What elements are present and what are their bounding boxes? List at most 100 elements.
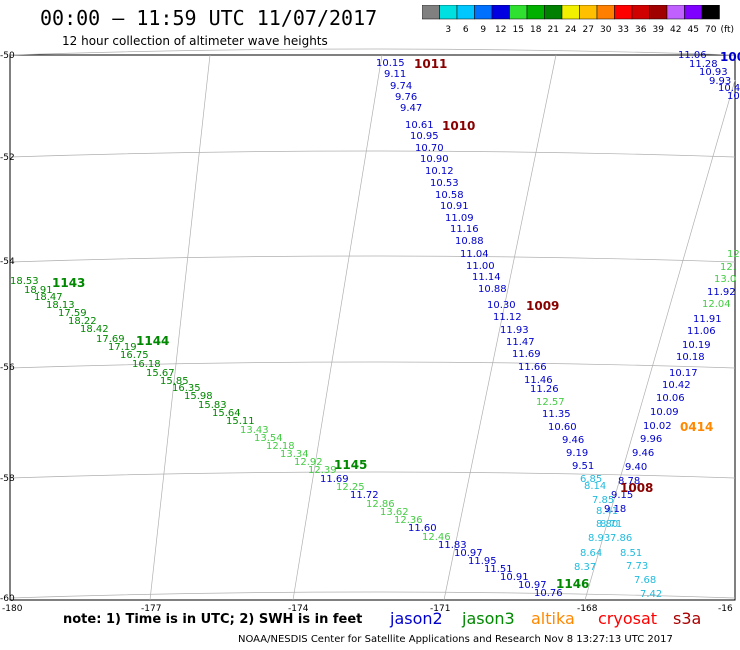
legend-label: 18 xyxy=(530,25,542,35)
wave-height-value: 15.64 xyxy=(212,408,241,419)
wave-height-value: 11.91 xyxy=(693,314,722,325)
wave-height-value: 10.18 xyxy=(676,352,705,363)
wave-height-value: 10.61 xyxy=(405,120,434,131)
wave-height-value: 18.47 xyxy=(34,292,63,303)
wave-height-value: 18.13 xyxy=(46,300,75,311)
wave-height-value: 11.69 xyxy=(512,349,541,360)
wave-height-value: 7.73 xyxy=(626,561,648,572)
wave-height-value: 15.67 xyxy=(146,368,175,379)
wave-height-value: 10.12 xyxy=(425,166,454,177)
legend-swatch xyxy=(701,5,720,20)
wave-height-value: 11.06 xyxy=(678,50,707,61)
wave-height-value: 18.91 xyxy=(24,285,53,296)
graticule-parallel xyxy=(9,48,736,56)
wave-height-value: 10.19 xyxy=(682,340,711,351)
wave-height-value: 15.83 xyxy=(198,400,227,411)
pass-time-label: 1146 xyxy=(556,577,589,591)
wave-height-value: 9.11 xyxy=(384,69,406,80)
wave-height-value: 12.04 xyxy=(702,299,731,310)
longitude-label: -16 xyxy=(718,604,733,614)
wave-height-value: 12.18 xyxy=(266,441,295,452)
wave-height-value: 8.64 xyxy=(580,548,602,559)
legend-label: 36 xyxy=(635,25,647,35)
wave-height-value: 9.19 xyxy=(566,448,588,459)
legend-label: 15 xyxy=(513,25,524,35)
wave-height-value: 11.09 xyxy=(445,213,474,224)
wave-height-value: 11.04 xyxy=(460,249,489,260)
satellite-label-jason2: jason2 xyxy=(390,609,443,628)
latitude-label: -54 xyxy=(0,257,15,267)
wave-height-value: 17.59 xyxy=(58,308,87,319)
wave-height-value: 8.80 xyxy=(596,519,618,530)
pass-time-label: 1144 xyxy=(136,334,169,348)
pass-time-label: 1143 xyxy=(52,276,85,290)
legend-label: 42 xyxy=(670,25,681,35)
wave-height-value: 10 xyxy=(727,91,740,102)
wave-height-value: 10.90 xyxy=(420,154,449,165)
wave-height-value: 11.93 xyxy=(500,325,529,336)
wave-height-value: 8.51 xyxy=(620,548,642,559)
legend-label: 70 xyxy=(705,25,717,35)
pass-time-label: 1010 xyxy=(442,119,475,133)
legend-label: 9 xyxy=(480,25,486,35)
graticule-parallel xyxy=(9,591,736,599)
wave-height-value: 10.58 xyxy=(435,190,464,201)
wave-height-value: 16.75 xyxy=(120,350,149,361)
wave-height-value: 9.18 xyxy=(604,504,626,515)
wave-height-value: 17.69 xyxy=(96,334,125,345)
page-title: 00:00 – 11:59 UTC 11/07/2017 xyxy=(40,6,378,30)
wave-height-value: 16.35 xyxy=(172,383,201,394)
wave-height-value: 11.66 xyxy=(518,362,547,373)
latitude-label: -60 xyxy=(0,594,15,604)
wave-height-value: 7.42 xyxy=(640,589,662,600)
graticule-meridian xyxy=(584,79,736,601)
wave-height-value: 11.16 xyxy=(450,224,479,235)
wave-height-value: 9.76 xyxy=(395,92,417,103)
wave-height-value: 12.57 xyxy=(536,397,565,408)
wave-height-value: 11.14 xyxy=(472,272,501,283)
satellite-label-cryosat: cryosat xyxy=(598,609,658,628)
legend-label: 21 xyxy=(548,25,559,35)
wave-height-value: 8.93 xyxy=(588,533,610,544)
wave-height-value: 10.88 xyxy=(478,284,507,295)
legend-unit: (ft) xyxy=(721,25,735,35)
longitude-label: -171 xyxy=(430,604,450,614)
wave-height-value: 9.46 xyxy=(562,435,584,446)
wave-height-value: 11.28 xyxy=(689,59,718,70)
wave-height-value: 10.30 xyxy=(487,300,516,311)
wave-height-value: 7.68 xyxy=(634,575,656,586)
legend-label: 39 xyxy=(653,25,665,35)
wave-height-value: 18.42 xyxy=(80,324,109,335)
wave-height-value: 9.40 xyxy=(625,462,647,473)
satellite-label-s3a: s3a xyxy=(673,609,702,628)
wave-height-value: 11.47 xyxy=(506,337,535,348)
legend-label: 27 xyxy=(583,25,594,35)
legend-label: 30 xyxy=(600,25,612,35)
latitude-label: -52 xyxy=(0,153,15,163)
wave-height-value: 9.15 xyxy=(611,490,633,501)
wave-height-value: 11.72 xyxy=(350,490,379,501)
wave-height-value: 10.06 xyxy=(656,393,685,404)
longitude-label: -168 xyxy=(577,604,598,614)
latitude-label: -50 xyxy=(0,51,15,61)
wave-height-value: 12. xyxy=(720,262,736,273)
wave-height-value: 9.51 xyxy=(572,461,594,472)
wave-height-value: 11.12 xyxy=(493,312,522,323)
pass-time-label: 1008 xyxy=(620,481,653,495)
wave-height-value: 6.85 xyxy=(580,474,602,485)
color-legend: 3 6 9 12 15 18 21 24 27 30 33 36 39 42 45 70 (ft) xyxy=(422,5,735,35)
wave-height-value: 9.93 xyxy=(709,76,731,87)
graticule-meridian xyxy=(149,54,211,601)
wave-height-value: 16.18 xyxy=(132,359,161,370)
wave-height-value: 10.88 xyxy=(455,236,484,247)
longitude-label: -180 xyxy=(2,604,23,614)
wave-height-value: 11.06 xyxy=(687,326,716,337)
wave-height-value: 11.35 xyxy=(542,409,571,420)
wave-height-value: 10.02 xyxy=(643,421,672,432)
latitude-label: -58 xyxy=(0,474,15,484)
wave-height-value: 10.15 xyxy=(376,58,405,69)
wave-height-value: 11.51 xyxy=(484,564,513,575)
wave-height-value: 8.41 xyxy=(596,506,618,517)
wave-height-value: 10.60 xyxy=(548,422,577,433)
